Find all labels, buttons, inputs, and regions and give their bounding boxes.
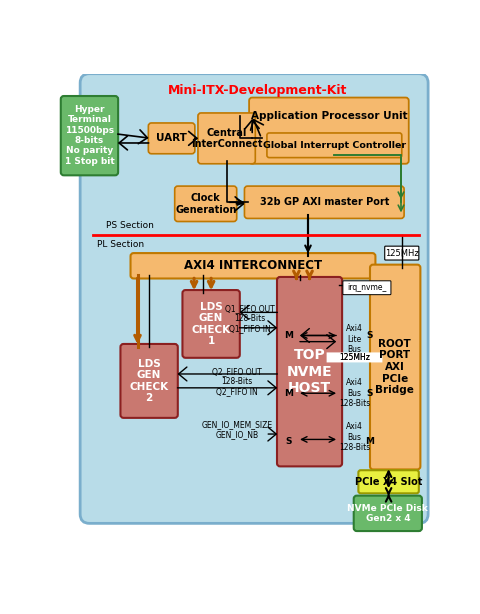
FancyBboxPatch shape [370,265,420,470]
Text: Mini-ITX-Development-Kit: Mini-ITX-Development-Kit [168,84,348,97]
Text: NVMe PCIe Disk
Gen2 x 4: NVMe PCIe Disk Gen2 x 4 [348,503,428,523]
Text: M: M [284,389,293,398]
FancyBboxPatch shape [61,96,118,176]
Text: PS Section: PS Section [107,221,155,230]
Text: LDS
GEN
CHECK
1: LDS GEN CHECK 1 [192,301,231,346]
Text: M: M [284,331,293,340]
Text: Axi4
Bus
128-Bits: Axi4 Bus 128-Bits [339,422,370,452]
Text: UART: UART [156,133,187,143]
Text: Clock
Generation: Clock Generation [175,193,236,215]
Text: irq_nvme_: irq_nvme_ [348,285,388,293]
Text: GEN_IO_MEM_SIZE
GEN_IO_NB: GEN_IO_MEM_SIZE GEN_IO_NB [201,420,272,439]
Text: LDS
GEN
CHECK
2: LDS GEN CHECK 2 [130,359,168,403]
FancyBboxPatch shape [120,344,178,418]
Text: Central
InterConnect: Central InterConnect [191,128,263,149]
Text: S: S [286,437,292,446]
FancyBboxPatch shape [244,186,404,219]
Text: TOP
NVME
HOST: TOP NVME HOST [287,349,332,395]
Text: S: S [367,331,373,340]
Text: Axi4
Lite
Bus: Axi4 Lite Bus [346,324,363,354]
Text: Q1_FIFO OUT
128-Bits
Q1_FIFO IN: Q1_FIFO OUT 128-Bits Q1_FIFO IN [225,304,275,333]
FancyBboxPatch shape [267,133,402,158]
FancyBboxPatch shape [326,352,383,362]
FancyBboxPatch shape [175,186,237,222]
FancyBboxPatch shape [354,495,422,531]
Text: ROOT
PORT
AXI
PCIe
Bridge: ROOT PORT AXI PCIe Bridge [375,339,414,395]
Text: 125MHz: 125MHz [385,249,419,258]
Text: Axi4
Bus
128-Bits: Axi4 Bus 128-Bits [339,378,370,408]
FancyBboxPatch shape [131,253,375,279]
FancyBboxPatch shape [249,98,409,164]
Text: 125MHz: 125MHz [339,352,370,362]
FancyBboxPatch shape [359,470,419,493]
Text: AXI4 INTERCONNECT: AXI4 INTERCONNECT [184,259,322,272]
FancyBboxPatch shape [80,74,428,523]
FancyBboxPatch shape [182,290,240,358]
FancyBboxPatch shape [343,281,391,295]
Text: 32b GP AXI master Port: 32b GP AXI master Port [260,197,389,208]
Text: irq_nvme_: irq_nvme_ [347,283,386,292]
Text: Application Processor Unit: Application Processor Unit [251,111,407,121]
Text: M: M [365,437,374,446]
FancyBboxPatch shape [198,113,255,164]
Text: S: S [367,389,373,398]
Text: PL Section: PL Section [97,240,144,249]
Text: Global Interrupt Controller: Global Interrupt Controller [263,141,406,150]
Text: PCIe X4 Slot: PCIe X4 Slot [355,477,422,487]
Text: 125MHz: 125MHz [339,352,370,362]
FancyBboxPatch shape [385,246,419,260]
FancyBboxPatch shape [148,123,195,154]
FancyBboxPatch shape [277,277,342,467]
Text: Q2_FIFO OUT
128-Bits
Q2_FIFO IN: Q2_FIFO OUT 128-Bits Q2_FIFO IN [212,367,262,397]
Text: Hyper
Terminal
11500bps
8-bits
No parity
1 Stop bit: Hyper Terminal 11500bps 8-bits No parity… [65,105,114,166]
